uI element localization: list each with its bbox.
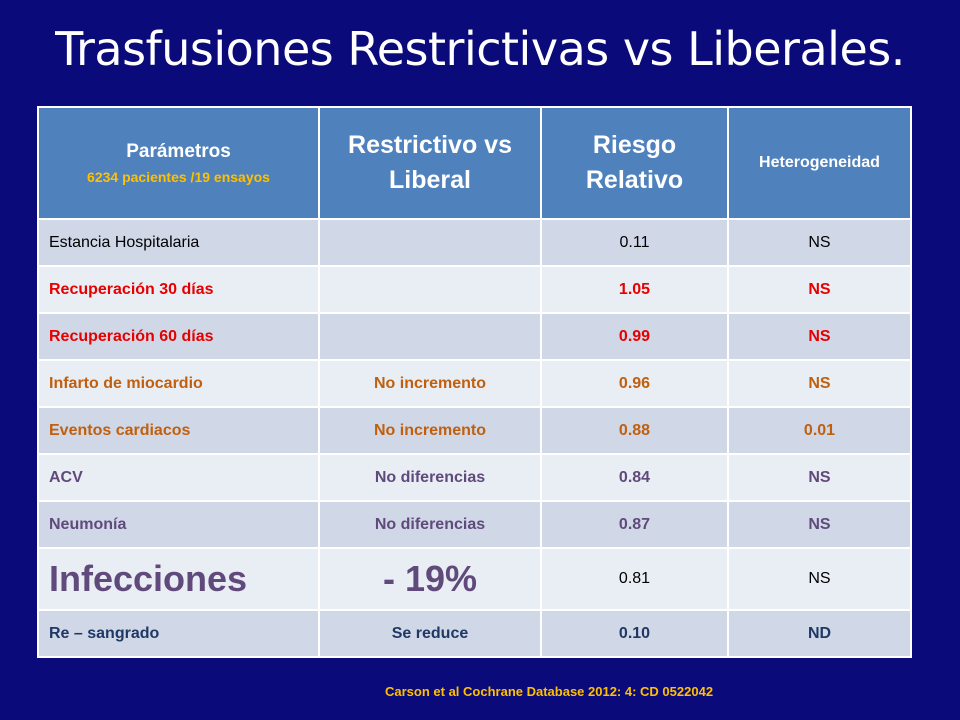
het-cell: ND <box>727 609 912 658</box>
rr-cell: 0.11 <box>540 218 729 267</box>
comparison-cell <box>318 265 542 314</box>
rr-cell: 0.81 <box>540 547 729 611</box>
rr-cell: 0.99 <box>540 312 729 361</box>
table-row: ACV No diferencias 0.84 NS <box>37 453 912 502</box>
param-cell: Infarto de miocardio <box>37 359 320 408</box>
rr-cell: 0.10 <box>540 609 729 658</box>
param-cell: Re – sangrado <box>37 609 320 658</box>
table-row: Infarto de miocardio No incremento 0.96 … <box>37 359 912 408</box>
header-riesgo-relativo: Riesgo Relativo <box>540 106 729 220</box>
rr-cell: 0.87 <box>540 500 729 549</box>
comparison-cell: No diferencias <box>318 500 542 549</box>
comparison-cell: - 19% <box>318 547 542 611</box>
het-cell: NS <box>727 312 912 361</box>
comparison-cell <box>318 312 542 361</box>
param-cell: Eventos cardiacos <box>37 406 320 455</box>
rr-cell: 0.96 <box>540 359 729 408</box>
param-cell: Neumonía <box>37 500 320 549</box>
het-cell: NS <box>727 218 912 267</box>
citation: Carson et al Cochrane Database 2012: 4: … <box>385 684 714 699</box>
rr-cell: 0.84 <box>540 453 729 502</box>
header-restrictivo-vs-liberal: Restrictivo vs Liberal <box>318 106 542 220</box>
param-cell: Recuperación 60 días <box>37 312 320 361</box>
het-cell: NS <box>727 500 912 549</box>
param-cell: ACV <box>37 453 320 502</box>
table-row: Recuperación 60 días 0.99 NS <box>37 312 912 361</box>
table-row: Re – sangrado Se reduce 0.10 ND <box>37 609 912 658</box>
het-cell: NS <box>727 453 912 502</box>
het-cell: NS <box>727 359 912 408</box>
het-cell: NS <box>727 265 912 314</box>
header-heterogeneidad: Heterogeneidad <box>727 106 912 220</box>
slide-title: Trasfusiones Restrictivas vs Liberales. <box>55 22 905 76</box>
het-cell: NS <box>727 547 912 611</box>
param-cell: Recuperación 30 días <box>37 265 320 314</box>
results-table: Parámetros 6234 pacientes /19 ensayos Re… <box>37 106 912 658</box>
rr-cell: 1.05 <box>540 265 729 314</box>
header-parametros: Parámetros 6234 pacientes /19 ensayos <box>37 106 320 220</box>
table-row: Infecciones - 19% 0.81 NS <box>37 547 912 611</box>
table-header-row: Parámetros 6234 pacientes /19 ensayos Re… <box>37 106 912 220</box>
comparison-cell <box>318 218 542 267</box>
comparison-cell: No incremento <box>318 359 542 408</box>
param-cell: Infecciones <box>37 547 320 611</box>
rr-cell: 0.88 <box>540 406 729 455</box>
comparison-cell: No incremento <box>318 406 542 455</box>
comparison-cell: No diferencias <box>318 453 542 502</box>
header-subtitle: 6234 pacientes /19 ensayos <box>87 169 270 185</box>
param-cell: Estancia Hospitalaria <box>37 218 320 267</box>
table-row: Estancia Hospitalaria 0.11 NS <box>37 218 912 267</box>
table-row: Neumonía No diferencias 0.87 NS <box>37 500 912 549</box>
table-row: Eventos cardiacos No incremento 0.88 0.0… <box>37 406 912 455</box>
comparison-cell: Se reduce <box>318 609 542 658</box>
het-cell: 0.01 <box>727 406 912 455</box>
table-row: Recuperación 30 días 1.05 NS <box>37 265 912 314</box>
